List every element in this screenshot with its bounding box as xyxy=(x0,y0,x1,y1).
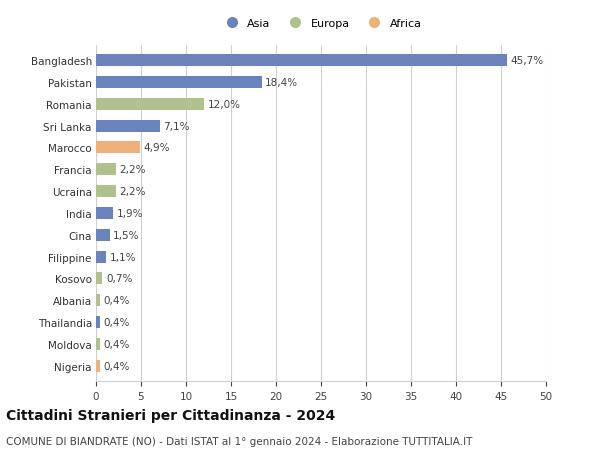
Bar xyxy=(96,316,100,328)
Bar xyxy=(96,142,140,154)
Text: 0,4%: 0,4% xyxy=(103,339,130,349)
Text: 1,5%: 1,5% xyxy=(113,230,140,240)
Text: 18,4%: 18,4% xyxy=(265,78,298,88)
Bar xyxy=(96,251,106,263)
Text: 45,7%: 45,7% xyxy=(511,56,544,66)
Bar xyxy=(96,295,100,307)
Bar xyxy=(96,77,262,89)
Bar xyxy=(96,229,110,241)
Text: 2,2%: 2,2% xyxy=(119,187,146,196)
Bar xyxy=(96,338,100,350)
Text: 0,4%: 0,4% xyxy=(103,296,130,305)
Text: 4,9%: 4,9% xyxy=(144,143,170,153)
Legend: Asia, Europa, Africa: Asia, Europa, Africa xyxy=(216,15,426,34)
Text: 0,7%: 0,7% xyxy=(106,274,132,284)
Text: 0,4%: 0,4% xyxy=(103,317,130,327)
Bar xyxy=(96,164,116,176)
Bar xyxy=(96,55,508,67)
Text: Cittadini Stranieri per Cittadinanza - 2024: Cittadini Stranieri per Cittadinanza - 2… xyxy=(6,409,335,422)
Text: 12,0%: 12,0% xyxy=(208,100,241,110)
Text: 7,1%: 7,1% xyxy=(163,122,190,131)
Bar xyxy=(96,99,204,111)
Bar xyxy=(96,120,160,132)
Text: COMUNE DI BIANDRATE (NO) - Dati ISTAT al 1° gennaio 2024 - Elaborazione TUTTITAL: COMUNE DI BIANDRATE (NO) - Dati ISTAT al… xyxy=(6,436,472,446)
Bar xyxy=(96,186,116,198)
Bar xyxy=(96,273,102,285)
Text: 1,1%: 1,1% xyxy=(110,252,136,262)
Text: 0,4%: 0,4% xyxy=(103,361,130,371)
Text: 1,9%: 1,9% xyxy=(116,208,143,218)
Bar xyxy=(96,360,100,372)
Bar xyxy=(96,207,113,219)
Text: 2,2%: 2,2% xyxy=(119,165,146,175)
